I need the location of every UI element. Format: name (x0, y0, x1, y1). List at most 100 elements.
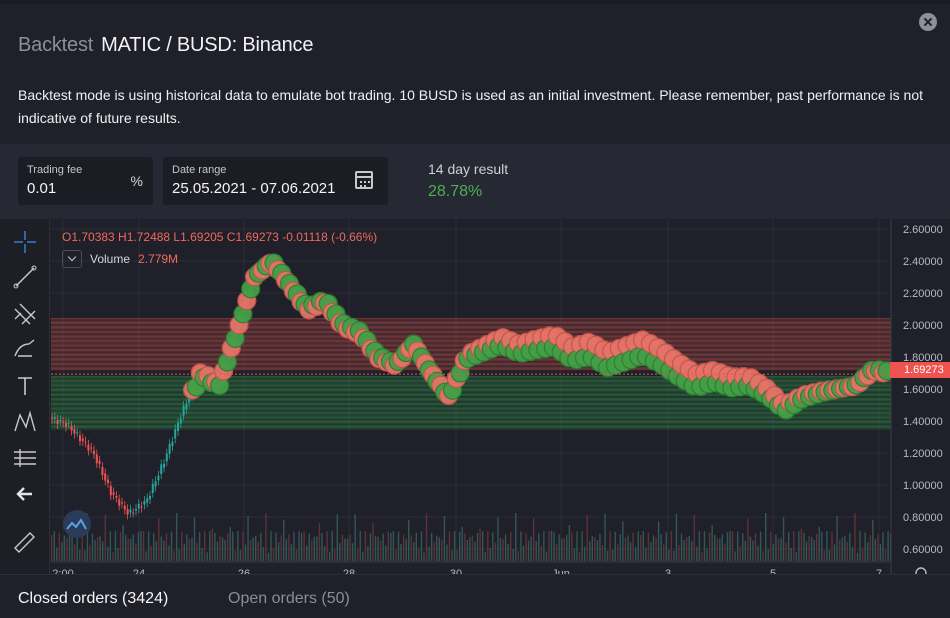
brush-icon[interactable] (10, 334, 40, 364)
volume-bar (372, 523, 374, 561)
volume-bar (415, 532, 418, 561)
volume-bar (668, 549, 670, 561)
volume-bar (219, 535, 221, 561)
volume-bar (530, 536, 532, 561)
chart-canvas[interactable]: 2.60000 2.40000 2.20000 2.00000 1.80000 1.600… (51, 219, 950, 580)
tab-open-orders[interactable]: Open orders (50) (228, 590, 350, 607)
tab-closed-orders[interactable]: Closed orders (3424) (18, 590, 169, 607)
volume-bar (387, 531, 389, 561)
volume-bar (849, 532, 851, 561)
volume-bar (224, 539, 226, 561)
volume-bar (306, 545, 308, 561)
candle-body (65, 422, 67, 427)
volume-bar (640, 534, 642, 561)
volume-bar (395, 549, 397, 561)
volume-bar (204, 531, 206, 561)
chevron-down-icon[interactable] (62, 250, 82, 268)
volume-bar (436, 535, 438, 561)
volume-bar (762, 551, 764, 561)
volume-bar (683, 540, 685, 561)
volume-bar (793, 531, 795, 561)
volume-bar (132, 534, 134, 561)
candle-body (76, 432, 79, 434)
calendar-icon[interactable] (355, 171, 373, 189)
volume-bar (84, 550, 86, 561)
volume-bar (357, 548, 359, 561)
settings-bar: Trading fee 0.01 % Date range 25.05.2021… (0, 144, 950, 219)
volume-bar (576, 531, 578, 561)
volume-bar (481, 531, 484, 561)
volume-bar (104, 514, 106, 561)
volume-bar (298, 531, 300, 561)
description-text: Backtest mode is using historical data t… (18, 87, 924, 126)
volume-bar (362, 551, 364, 561)
volume-bar (637, 531, 639, 561)
volume-bar (124, 534, 127, 561)
trading-fee-label: Trading fee (27, 164, 83, 176)
volume-bar (160, 536, 163, 561)
date-range-field[interactable]: Date range 25.05.2021 - 07.06.2021 (163, 157, 388, 205)
volume-bar (497, 517, 499, 561)
title-pair: MATIC / BUSD: Binance (101, 34, 314, 56)
volume-bar (708, 532, 711, 561)
volume-bar (102, 541, 104, 561)
price-tick-label: 1.20000 (903, 448, 943, 460)
volume-bar (583, 546, 586, 561)
volume-bar (594, 536, 596, 561)
volume-bar (522, 545, 525, 561)
volume-bar (441, 539, 443, 561)
volume-bar (257, 541, 259, 561)
volume-bar (535, 540, 537, 561)
volume-bar (53, 531, 55, 561)
volume-bar (112, 552, 114, 561)
volume-bar (859, 531, 861, 561)
trend-line-icon[interactable] (10, 262, 40, 292)
crosshair-icon[interactable] (10, 227, 40, 257)
fib-tool-icon[interactable] (10, 299, 40, 329)
volume-bar (99, 535, 101, 561)
volume-bar (545, 551, 548, 561)
volume-bar (295, 549, 298, 561)
volume-bar (63, 535, 66, 561)
close-icon[interactable] (919, 13, 937, 31)
volume-bar (155, 540, 157, 561)
volume-bar (775, 534, 777, 561)
volume-bar (392, 531, 395, 561)
volume-bar (170, 531, 173, 561)
volume-bar (58, 532, 61, 561)
volume-bar (650, 542, 652, 561)
candle-body (53, 417, 56, 419)
ruler-icon[interactable] (10, 526, 40, 556)
volume-bar (685, 536, 688, 561)
volume-label: Volume (90, 252, 131, 266)
volume-bar (237, 531, 239, 561)
volume-bar (828, 549, 831, 561)
prediction-icon[interactable] (10, 443, 40, 473)
price-chart[interactable]: 2.60000 2.40000 2.20000 2.00000 1.80000 1.600… (51, 219, 950, 580)
volume-bar (153, 533, 155, 561)
volume-bar (247, 515, 249, 561)
volume-bar (606, 550, 609, 561)
candle-body (185, 404, 188, 409)
trading-fee-field[interactable]: Trading fee 0.01 % (18, 157, 153, 205)
volume-bar (334, 548, 336, 561)
volume-bar (831, 531, 833, 561)
volume-bar (135, 543, 137, 561)
volume-bar (816, 533, 818, 561)
volume-bar (127, 538, 129, 561)
text-tool-icon[interactable] (10, 371, 40, 401)
pattern-icon[interactable] (10, 407, 40, 437)
volume-bar (596, 540, 599, 561)
volume-bar (520, 531, 522, 561)
volume-bar (532, 518, 535, 561)
candle-body (126, 509, 129, 515)
volume-bar (798, 531, 800, 561)
back-arrow-icon[interactable] (10, 479, 40, 509)
volume-bar (420, 531, 423, 561)
volume-bar (561, 538, 563, 561)
candle-body (177, 422, 179, 431)
volume-bar (150, 545, 152, 561)
volume-legend: Volume 2.779M (62, 250, 178, 268)
volume-bar (86, 513, 89, 561)
